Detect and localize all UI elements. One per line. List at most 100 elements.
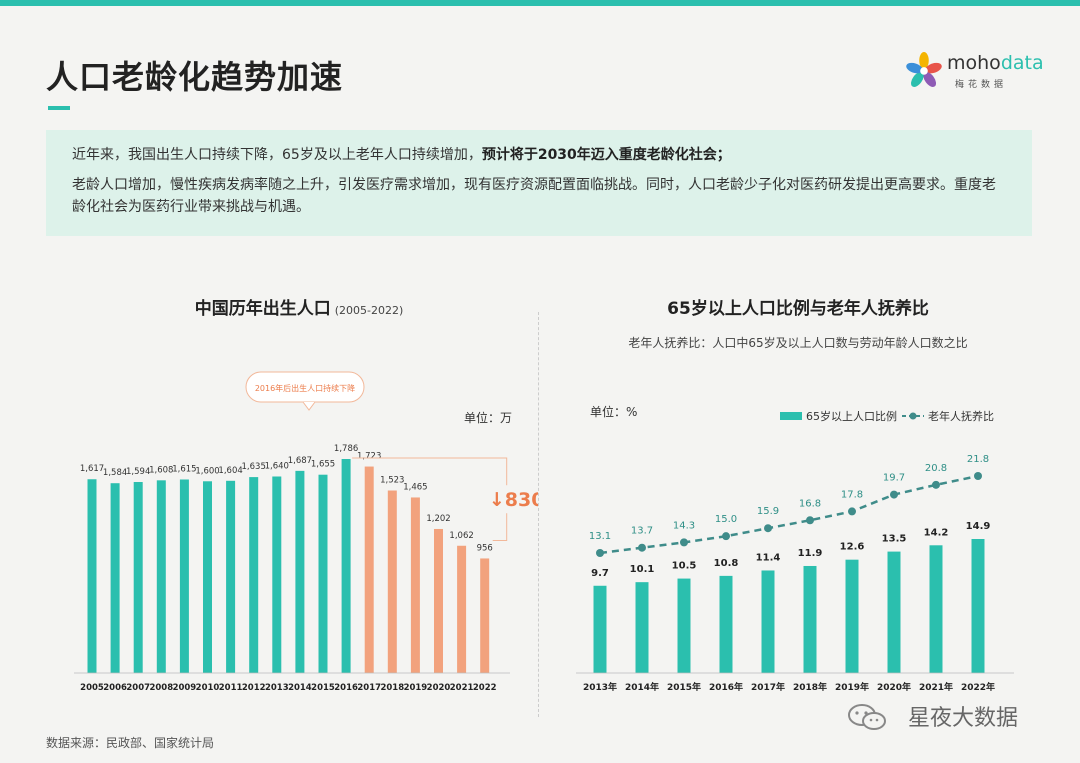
birth-population-chart: 中国历年出生人口 (2005-2022) 单位：万 2016年后出生人口持续下降 1,… — [60, 290, 538, 710]
line-data-label: 13.7 — [631, 526, 653, 537]
data-label: 12.6 — [840, 542, 865, 553]
bar — [887, 551, 901, 673]
line-marker — [932, 480, 940, 489]
data-label: 14.2 — [924, 527, 949, 538]
bar — [272, 476, 282, 673]
data-label: 1,600 — [195, 466, 219, 476]
line-data-label: 19.7 — [883, 473, 905, 484]
logo-wordmark-a: moho — [947, 52, 1001, 74]
x-tick-label: 2020年 — [877, 681, 911, 693]
data-label: 1,786 — [334, 444, 358, 454]
unit-label: 单位：% — [590, 404, 637, 419]
data-label: 1,604 — [218, 466, 242, 476]
x-tick-label: 2021年 — [919, 681, 953, 693]
bar — [845, 559, 859, 673]
data-label: 1,615 — [172, 464, 196, 474]
data-label: 9.7 — [591, 568, 609, 579]
x-tick-label: 2013年 — [583, 681, 617, 693]
series-line — [599, 474, 979, 555]
bar — [341, 459, 351, 673]
aging-chart-svg: 单位：% 65岁以上人口比例 老年人抚养比 9.7 2013年 10.1 2014年 10.5… — [576, 404, 1014, 693]
x-tick-label: 2017 — [357, 683, 381, 693]
summary-box: 近年来，我国出生人口持续下降，65岁及以上老年人口持续增加，预计将于2030年迈… — [46, 130, 1032, 236]
data-source: 数据来源：民政部、国家统计局 — [46, 736, 215, 750]
x-tick-label: 2012 — [242, 683, 266, 693]
decline-label-bg — [492, 485, 538, 514]
line-data-label: 15.0 — [715, 514, 737, 525]
data-label: 956 — [477, 543, 493, 553]
bar — [677, 578, 691, 673]
decline-label: ↓830 — [489, 489, 538, 511]
bar — [761, 570, 775, 673]
data-label: 1,202 — [426, 514, 450, 524]
bar — [480, 558, 490, 673]
data-label: 1,723 — [357, 452, 381, 462]
bar — [179, 479, 189, 673]
data-label: 1,655 — [311, 460, 335, 470]
line-data-label: 17.8 — [841, 489, 863, 500]
data-label: 11.4 — [756, 552, 781, 563]
bar — [133, 482, 143, 673]
flower-logo-icon — [906, 51, 942, 87]
x-tick-label: 2019年 — [835, 681, 869, 693]
summary-line-1: 近年来，我国出生人口持续下降，65岁及以上老年人口持续增加，预计将于2030年迈… — [72, 144, 1006, 166]
data-label: 1,640 — [265, 461, 289, 471]
legend-swatch-marker — [909, 412, 917, 420]
logo-wordmark: mohodata — [947, 52, 1044, 74]
chart-title-note: (2005-2022) — [334, 304, 404, 317]
x-tick-label: 2009 — [173, 683, 197, 693]
line-marker — [764, 524, 772, 533]
bar — [719, 575, 733, 673]
legend-label: 老年人抚养比 — [928, 409, 994, 423]
data-label: 1,465 — [403, 482, 427, 492]
chart-subtitle: 老年人抚养比：人口中65岁及以上人口数与劳动年龄人口数之比 — [628, 336, 968, 350]
logo-wordmark-b: data — [1000, 52, 1044, 74]
legend-swatch-bar — [780, 412, 802, 420]
x-tick-label: 2006 — [103, 683, 127, 693]
decline-bracket — [352, 457, 508, 541]
x-tick-label: 2019 — [404, 683, 428, 693]
bar — [971, 539, 985, 673]
line-data-label: 15.9 — [757, 506, 779, 517]
unit-label: 单位：万 — [464, 410, 512, 425]
line-marker — [974, 472, 982, 480]
x-tick-label: 2013 — [265, 683, 289, 693]
chart-title-text: 中国历年出生人口 — [194, 299, 331, 319]
data-label: 1,523 — [380, 476, 404, 486]
x-tick-label: 2008 — [149, 683, 173, 693]
bar — [203, 481, 212, 673]
line-marker — [890, 490, 898, 499]
bar — [434, 528, 443, 673]
x-tick-label: 2011 — [219, 683, 243, 693]
data-label: 1,687 — [288, 456, 312, 466]
line-marker — [596, 549, 604, 557]
title-accent-line — [48, 106, 70, 110]
x-tick-label: 2017年 — [751, 681, 785, 693]
callout-pointer — [302, 401, 316, 411]
bar — [87, 479, 97, 673]
line-data-label: 20.8 — [925, 463, 947, 474]
bar — [929, 545, 943, 673]
birth-chart-svg: 单位：万 2016年后出生人口持续下降 1,617 2005 1,584 2006 1,59… — [74, 371, 538, 693]
watermark: 星夜大数据 — [846, 696, 1056, 736]
data-label: 1,617 — [80, 464, 104, 474]
data-label: 1,635 — [242, 462, 266, 472]
chart-divider — [538, 312, 539, 717]
aging-ratio-chart: 65岁以上人口比例与老年人抚养比 老年人抚养比：人口中65岁及以上人口数与劳动年… — [566, 290, 1030, 710]
x-tick-label: 2005 — [80, 683, 104, 693]
x-tick-label: 2007 — [126, 683, 150, 693]
data-label: 1,062 — [449, 531, 473, 541]
bar — [593, 585, 607, 673]
data-label: 13.5 — [882, 534, 907, 545]
top-accent-bar — [0, 0, 1080, 6]
x-tick-label: 2015 — [311, 683, 335, 693]
bar — [410, 497, 420, 673]
bar — [156, 480, 166, 673]
data-label: 10.8 — [714, 558, 739, 569]
x-tick-label: 2018 — [380, 683, 404, 693]
x-tick-label: 2021 — [450, 683, 474, 693]
line-data-label: 16.8 — [799, 498, 821, 509]
wechat-icon — [848, 704, 886, 730]
data-label: 1,608 — [149, 465, 173, 475]
line-marker — [722, 532, 730, 541]
